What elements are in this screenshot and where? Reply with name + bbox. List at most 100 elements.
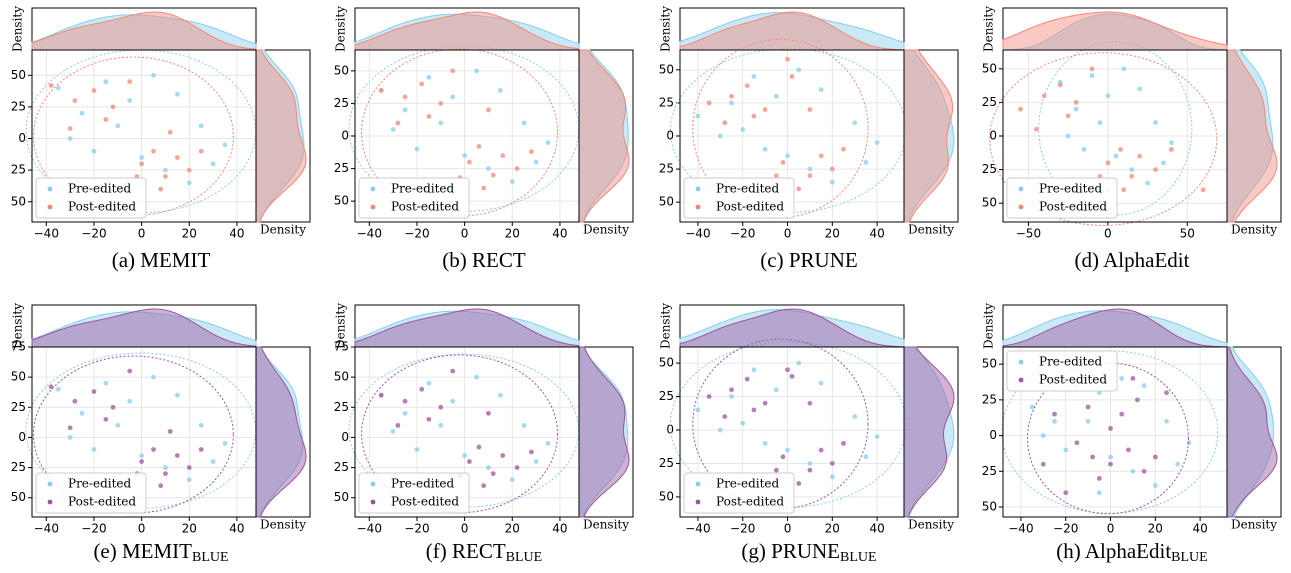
subplot: −40 −20 0 20 40 50 25 0 25 50 Density Density Pre-ed… <box>659 6 959 272</box>
density-right <box>1226 49 1274 223</box>
point <box>729 100 734 106</box>
point <box>1152 483 1158 488</box>
legend-label: Pre-edited <box>716 182 780 196</box>
x-tick-label: 20 <box>505 522 520 536</box>
point <box>174 155 180 160</box>
point <box>167 428 173 434</box>
point <box>402 410 408 416</box>
density-top <box>1002 13 1228 51</box>
point <box>874 434 880 440</box>
caption: (h) AlphaEditBLUE <box>1056 539 1207 565</box>
point <box>729 93 734 99</box>
x-tick-label: −40 <box>1008 522 1033 536</box>
point <box>722 414 728 420</box>
point <box>1090 454 1095 460</box>
point <box>390 127 396 132</box>
point <box>486 465 491 470</box>
point <box>67 136 73 141</box>
y-tick-label: 25 <box>659 162 674 176</box>
point <box>1141 383 1147 388</box>
legend-label: Post-edited <box>716 200 784 214</box>
point <box>1063 447 1069 453</box>
point <box>829 166 835 172</box>
point <box>1164 390 1169 396</box>
point <box>722 120 728 126</box>
legend-label: Pre-edited <box>1039 355 1103 369</box>
point <box>1096 390 1102 396</box>
y-tick-label: 50 <box>334 370 349 384</box>
plot-frame <box>354 49 580 223</box>
caption-subscript: BLUE <box>506 550 543 565</box>
point <box>807 173 813 179</box>
y-tick-label: 25 <box>334 400 349 414</box>
point <box>139 155 145 160</box>
x-tick-label: 0 <box>138 227 146 241</box>
density-right <box>255 346 304 518</box>
x-tick-label: 0 <box>784 522 792 536</box>
y-tick-label: 50 <box>11 490 26 504</box>
point <box>807 166 813 172</box>
legend-marker <box>47 204 53 210</box>
right-x-label: Density <box>908 223 954 237</box>
point <box>1096 490 1102 496</box>
point <box>198 123 204 129</box>
point <box>545 140 551 145</box>
caption-subscript: BLUE <box>840 550 877 565</box>
point <box>514 465 520 470</box>
x-tick-label: 40 <box>1192 522 1207 536</box>
y-tick-label: 50 <box>982 500 997 514</box>
point <box>419 386 425 392</box>
density-top <box>31 311 257 348</box>
point <box>72 398 78 404</box>
point <box>874 140 880 146</box>
point <box>163 174 168 179</box>
x-tick-label: 20 <box>1148 522 1163 536</box>
caption: (c) PRUNE <box>760 248 857 272</box>
legend-box <box>1006 350 1118 392</box>
caption: (a) MEMIT <box>112 248 211 272</box>
density-top <box>31 14 257 51</box>
point <box>751 74 757 79</box>
point <box>174 453 180 458</box>
y-tick-label: 50 <box>659 489 674 503</box>
point <box>151 447 156 452</box>
density-top <box>1002 310 1228 348</box>
legend-label: Post-edited <box>391 495 459 509</box>
subplot: −40 −20 0 20 40 50 25 0 25 50 Density Density Pre-ed… <box>982 303 1282 565</box>
point <box>186 167 192 173</box>
x-tick-label: 50 <box>1180 227 1195 241</box>
x-tick-label: 20 <box>182 522 197 536</box>
point <box>717 133 723 139</box>
caption-title: (f) RECT <box>426 539 506 563</box>
legend-label: Post-edited <box>716 495 784 509</box>
x-tick-label: 0 <box>1104 227 1112 241</box>
y-tick-label: 50 <box>11 370 26 384</box>
point <box>751 367 757 373</box>
caption-title: (a) MEMIT <box>112 248 211 272</box>
point <box>729 387 734 393</box>
density-top <box>354 13 580 51</box>
y-tick-label: 50 <box>982 196 997 210</box>
point <box>751 113 757 119</box>
top-y-label: Density <box>11 6 25 52</box>
x-tick-label: −50 <box>1016 227 1041 241</box>
caption: (g) PRUNEBLUE <box>741 539 876 565</box>
point <box>67 435 73 440</box>
point <box>127 368 133 374</box>
point <box>796 360 802 366</box>
point <box>426 416 432 422</box>
point <box>818 447 824 453</box>
point <box>490 471 496 476</box>
point <box>486 107 491 113</box>
point <box>222 142 228 148</box>
caption-title: (e) MEMIT <box>93 539 192 563</box>
point <box>474 374 479 380</box>
caption: (b) RECT <box>442 248 526 272</box>
point <box>829 179 835 185</box>
top-y-label: Density <box>982 303 996 349</box>
confidence-ellipse <box>692 38 869 219</box>
point <box>79 410 85 416</box>
point <box>91 389 97 395</box>
y-tick-label: 50 <box>659 62 674 76</box>
point <box>1152 454 1158 460</box>
